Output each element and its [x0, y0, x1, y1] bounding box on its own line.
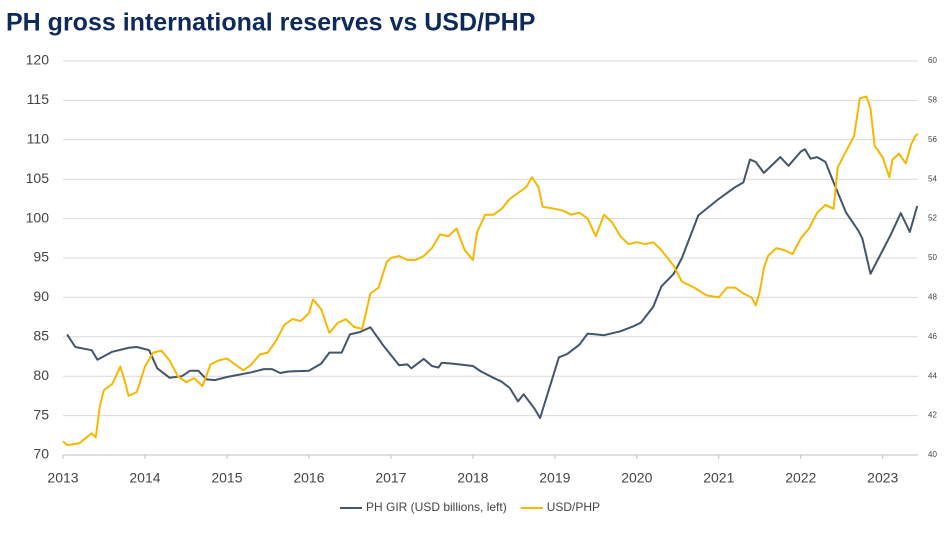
y2-tick-label: 42	[928, 411, 937, 420]
data-line	[62, 95, 919, 447]
y2-tick-label: 60	[928, 56, 937, 65]
y2-tick-label: 54	[928, 174, 937, 183]
y-tick-label: 80	[33, 367, 49, 383]
y-tick-label: 75	[33, 406, 49, 422]
y-tick-label: 105	[26, 170, 50, 186]
y-tick-label: 85	[33, 328, 49, 344]
y-tick-label: 100	[26, 209, 50, 225]
x-tick-label: 2023	[867, 470, 898, 486]
y2-tick-label: 50	[928, 253, 937, 262]
x-tick-label: 2015	[211, 470, 242, 486]
y-tick-label: 110	[27, 131, 50, 147]
x-tick-label: 2020	[621, 470, 652, 486]
y2-tick-label: 46	[928, 332, 937, 341]
x-tick-label: 2022	[785, 470, 816, 486]
data-line	[66, 148, 919, 419]
y-tick-label: 95	[33, 249, 49, 265]
y2-tick-label: 56	[928, 135, 937, 144]
x-tick-label: 2018	[457, 470, 488, 486]
y-tick-label: 90	[33, 288, 49, 304]
x-tick-label: 2017	[375, 470, 406, 486]
y-tick-label: 120	[26, 52, 50, 68]
chart-title: PH gross international reserves vs USD/P…	[6, 9, 535, 37]
legend-label: USD/PHP	[547, 500, 600, 514]
y2-tick-label: 44	[928, 371, 937, 380]
y-tick-label: 115	[27, 91, 50, 107]
y2-tick-label: 48	[928, 293, 937, 302]
y2-tick-label: 58	[928, 96, 937, 105]
x-tick-label: 2016	[293, 470, 324, 486]
x-tick-label: 2014	[129, 470, 160, 486]
x-tick-label: 2019	[539, 470, 570, 486]
y2-tick-label: 40	[928, 450, 937, 459]
y2-tick-label: 52	[928, 214, 937, 223]
x-tick-label: 2021	[703, 470, 734, 486]
y-tick-label: 70	[33, 446, 49, 462]
x-tick-label: 2013	[47, 470, 78, 486]
legend-label: PH GIR (USD billions, left)	[366, 500, 507, 514]
